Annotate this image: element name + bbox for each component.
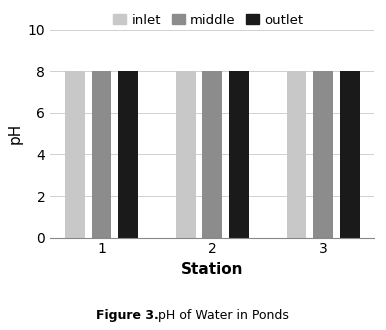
Text: Figure 3.: Figure 3. (95, 309, 158, 322)
Bar (313, 71, 333, 238)
Bar (65, 71, 85, 238)
Bar (340, 71, 360, 238)
Bar (286, 71, 306, 238)
Bar (229, 71, 249, 238)
Text: pH of Water in Ponds: pH of Water in Ponds (154, 309, 289, 322)
X-axis label: Station: Station (181, 262, 244, 277)
Bar (202, 71, 222, 238)
Bar (118, 71, 138, 238)
Legend: inlet, middle, outlet: inlet, middle, outlet (108, 8, 309, 32)
Bar (176, 71, 196, 238)
Y-axis label: pH: pH (7, 123, 22, 144)
Bar (91, 71, 112, 238)
